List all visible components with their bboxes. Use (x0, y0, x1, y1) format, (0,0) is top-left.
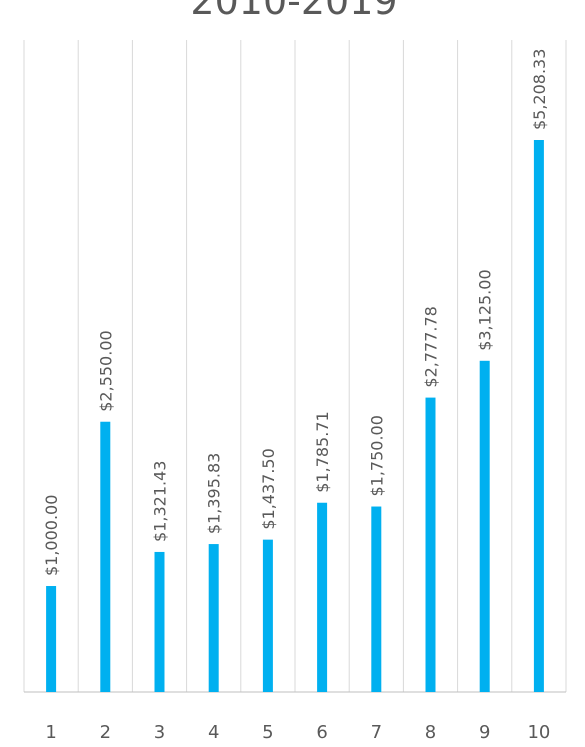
data-label: $1,395.83 (205, 453, 224, 534)
x-tick-label: 9 (479, 722, 490, 743)
bar (208, 544, 219, 692)
x-tick-label: 3 (154, 722, 165, 743)
data-label: $1,785.71 (313, 411, 332, 492)
x-tick-label: 2 (100, 722, 111, 743)
x-tick-label: 4 (208, 722, 219, 743)
x-tick-label: 1 (45, 722, 56, 743)
x-tick-label: 10 (527, 722, 550, 743)
gridlines (23, 40, 567, 692)
data-label: $5,208.33 (530, 49, 549, 130)
bar (371, 506, 382, 692)
x-tick-label: 5 (262, 722, 273, 743)
data-label: $3,125.00 (476, 269, 495, 350)
bar (317, 502, 328, 692)
bars (46, 140, 544, 692)
data-labels: $1,000.00 $2,550.00 $1,321.43 $1,395.83 $1,4… (42, 49, 549, 576)
x-tick-label: 8 (425, 722, 436, 743)
bar (46, 586, 57, 692)
bar (154, 551, 165, 692)
data-label: $2,777.78 (422, 306, 441, 387)
bar (533, 140, 544, 692)
data-label: $2,550.00 (96, 330, 115, 411)
data-label: $1,750.00 (367, 415, 386, 496)
data-label: $1,437.50 (259, 448, 278, 529)
data-label: $1,321.43 (151, 461, 170, 542)
data-label: $1,000.00 (42, 495, 61, 576)
chart-title: 2010-2019 (190, 0, 397, 23)
x-tick-label: 6 (316, 722, 327, 743)
bar (425, 397, 436, 692)
x-tick-labels: 1 2 3 4 5 6 7 8 9 10 (45, 722, 550, 743)
x-tick-label: 7 (371, 722, 382, 743)
bar (479, 360, 490, 692)
bar (100, 421, 111, 692)
bar (262, 539, 273, 692)
